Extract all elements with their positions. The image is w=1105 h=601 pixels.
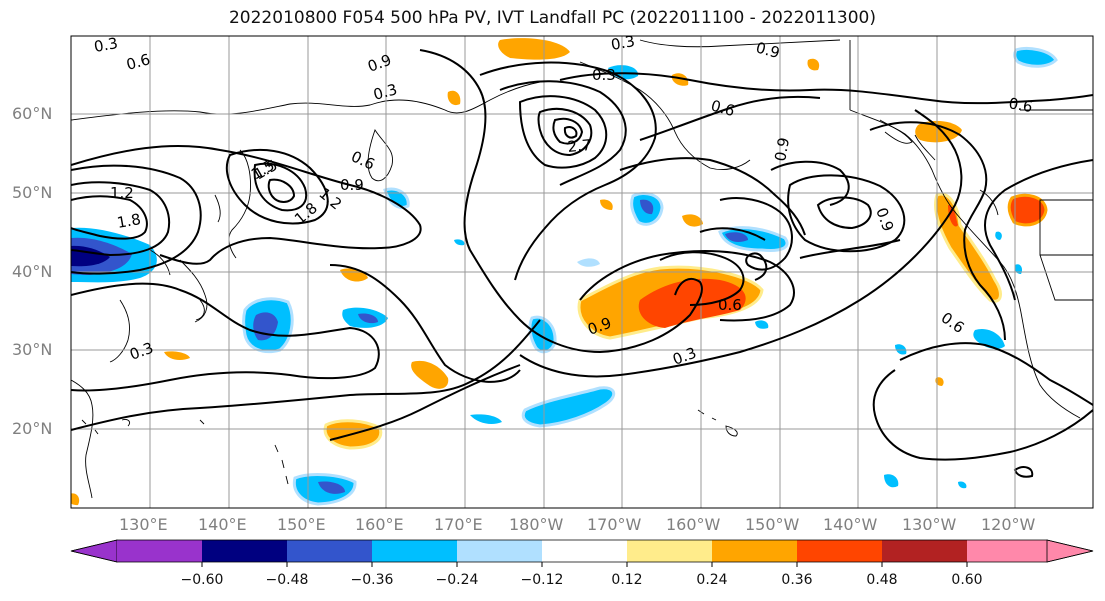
pv-contours — [71, 49, 1093, 461]
map-title: 2022010800 F054 500 hPa PV, IVT Landfall… — [228, 8, 876, 28]
colorbar-tick-label: −0.24 — [435, 572, 479, 588]
colorbar-extend-high — [1046, 539, 1094, 563]
colorbar-tick-label: 0.36 — [781, 572, 813, 588]
lat-lon-grid — [71, 36, 1093, 508]
contour-label: 0.6 — [1007, 94, 1034, 116]
colorbar-segment — [202, 540, 287, 562]
contour-label: 0.9 — [771, 136, 793, 163]
colorbar-tick-label: −0.60 — [180, 572, 224, 588]
lon-label: 180°W — [509, 515, 564, 534]
contour-label: 0.3 — [93, 34, 120, 56]
colorbar-extend-low — [70, 539, 118, 563]
contour-label: 0.6 — [718, 296, 742, 314]
colorbar-segment — [967, 540, 1047, 562]
colorbar-segment — [287, 540, 372, 562]
colorbar-tick-label: 0.12 — [611, 572, 643, 588]
lon-label: 130°W — [902, 515, 957, 534]
colorbar-segment — [882, 540, 967, 562]
lat-label: 60°N — [12, 104, 53, 123]
contour-label: 2.7 — [567, 136, 592, 156]
colorbar-tick-label: 0.60 — [951, 572, 983, 588]
colorbar-segment — [627, 540, 712, 562]
lat-label: 50°N — [12, 183, 53, 202]
map-frame — [70, 35, 1094, 509]
lon-label: 120°W — [981, 515, 1036, 534]
colorbar — [70, 539, 1094, 567]
contour-label: 1.2 — [110, 184, 134, 202]
contour-label: 0.6 — [124, 50, 152, 74]
colorbar-tick-label: −0.36 — [350, 572, 394, 588]
positive-anomaly-shading — [71, 38, 1048, 506]
lon-label: 160°W — [666, 515, 721, 534]
contour-label: 0.9 — [340, 176, 364, 194]
contour-label: 0.6 — [709, 96, 737, 120]
lat-label: 30°N — [12, 340, 53, 359]
lon-label: 150°E — [277, 515, 326, 534]
colorbar-tick-label: −0.48 — [265, 572, 309, 588]
colorbar-segment — [117, 540, 202, 562]
colorbar-segment — [457, 540, 542, 562]
lon-label: 170°E — [434, 515, 483, 534]
negative-anomaly-shading — [71, 46, 1058, 506]
map-area: 0.3 0.6 0.9 0.3 0.6 0.9 1.2 1.5 1.8 2.7 … — [71, 32, 1093, 508]
lon-label: 160°E — [355, 515, 404, 534]
contour-label: 0.3 — [371, 80, 399, 104]
contour-label: 0.9 — [754, 38, 782, 62]
lat-label: 20°N — [12, 419, 53, 438]
colorbar-segment — [542, 540, 627, 562]
lon-label: 140°E — [198, 515, 247, 534]
contour-label: 0.3 — [592, 66, 616, 84]
contour-label: 1.8 — [116, 210, 143, 232]
contour-label: 0.3 — [610, 32, 637, 54]
colorbar-tick-label: −0.12 — [520, 572, 564, 588]
lon-label: 170°W — [587, 515, 642, 534]
lon-label: 140°W — [823, 515, 878, 534]
coastlines — [71, 39, 1093, 499]
colorbar-segment — [797, 540, 882, 562]
lon-label: 150°W — [745, 515, 800, 534]
colorbar-tick-label: 0.24 — [696, 572, 728, 588]
colorbar-tick-label: 0.48 — [866, 572, 898, 588]
lon-label: 130°E — [119, 515, 168, 534]
lat-label: 40°N — [12, 262, 53, 281]
colorbar-segment — [712, 540, 797, 562]
colorbar-segment — [372, 540, 457, 562]
